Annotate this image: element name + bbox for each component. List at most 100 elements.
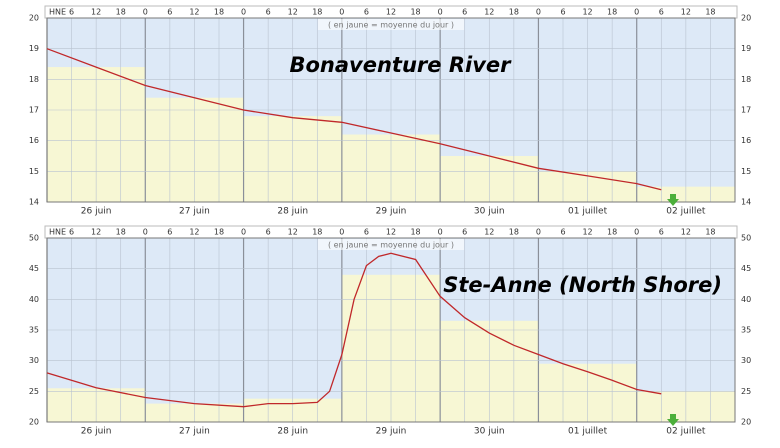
y-tick-label: 17 <box>29 106 39 115</box>
y-tick-label-right: 15 <box>741 167 751 176</box>
hour-tick-label: 12 <box>386 228 396 237</box>
y-tick-label-right: 20 <box>741 418 751 427</box>
hour-tick-label: 12 <box>484 228 494 237</box>
hour-tick-label: 12 <box>681 228 691 237</box>
hour-tick-label: 0 <box>634 8 639 17</box>
annotation-bg <box>318 19 464 30</box>
hour-tick-label: 0 <box>438 8 443 17</box>
hour-tick-label: 18 <box>607 228 617 237</box>
hour-tick-label: 6 <box>69 8 74 17</box>
plot-frame <box>46 237 736 423</box>
y-tick-label: 15 <box>29 167 39 176</box>
hour-tick-label: 0 <box>143 228 148 237</box>
hour-tick-label: 18 <box>705 8 715 17</box>
hour-tick-label: 0 <box>241 8 246 17</box>
day-label: 30 juin <box>474 207 505 217</box>
hour-tick-label: 0 <box>634 228 639 237</box>
y-tick-label-right: 40 <box>741 295 751 304</box>
level-line <box>46 48 662 191</box>
hour-tick-label: 12 <box>386 8 396 17</box>
hour-tick-label: 12 <box>91 228 101 237</box>
y-tick-label-right: 50 <box>741 234 751 243</box>
annotation-bg <box>318 239 464 250</box>
y-tick-label-right: 19 <box>741 44 751 53</box>
y-tick-label: 45 <box>29 264 39 273</box>
hour-tick-label: 6 <box>462 228 467 237</box>
chart-title: Bonaventure River <box>290 53 513 77</box>
plot-frame <box>46 17 736 203</box>
y-tick-label: 20 <box>29 14 39 23</box>
annotation: ( en jaune = moyenne du jour ) <box>328 21 454 30</box>
hour-tick-label: 6 <box>659 8 664 17</box>
hour-tick-label: 6 <box>167 8 172 17</box>
y-tick-label-right: 16 <box>741 136 751 145</box>
hour-tick-label: 6 <box>659 228 664 237</box>
hour-tick-label: 18 <box>705 228 715 237</box>
y-tick-label-right: 45 <box>741 264 751 273</box>
hour-tick-label: 0 <box>536 228 541 237</box>
y-tick-label: 16 <box>29 136 39 145</box>
annotation: ( en jaune = moyenne du jour ) <box>328 241 454 250</box>
day-label: 26 juin <box>81 207 112 217</box>
day-label: 30 juin <box>474 427 505 437</box>
y-tick-label-right: 20 <box>741 14 751 23</box>
hour-tick-label: 6 <box>364 228 369 237</box>
hour-tick-label: 6 <box>167 228 172 237</box>
day-label: 29 juin <box>376 207 407 217</box>
hour-tick-label: 18 <box>312 8 322 17</box>
now-arrow <box>667 194 679 206</box>
y-tick-label-right: 25 <box>741 387 751 396</box>
hour-tick-label: 18 <box>214 8 224 17</box>
hour-tick-label: 12 <box>484 8 494 17</box>
hour-tick-label: 0 <box>536 8 541 17</box>
hour-tick-label: 18 <box>509 8 519 17</box>
y-tick-label: 20 <box>29 418 39 427</box>
y-tick-label: 35 <box>29 326 39 335</box>
hour-tick-label: 12 <box>582 228 592 237</box>
hour-tick-label: 12 <box>189 228 199 237</box>
hour-tick-label: 6 <box>560 8 565 17</box>
y-tick-label-right: 35 <box>741 326 751 335</box>
day-label: 02 juillet <box>666 207 706 217</box>
hour-tick-label: 0 <box>241 228 246 237</box>
y-tick-label: 30 <box>29 356 39 365</box>
hour-tick-label: 12 <box>91 8 101 17</box>
day-label: 27 juin <box>179 427 210 437</box>
hour-tick-label: 18 <box>116 8 126 17</box>
hour-tick-label: 18 <box>607 8 617 17</box>
hour-tick-label: 18 <box>214 228 224 237</box>
day-label: 28 juin <box>277 427 308 437</box>
hour-tick-label: 6 <box>69 228 74 237</box>
hour-tick-label: 0 <box>339 8 344 17</box>
now-arrow <box>667 414 679 426</box>
y-tick-label: 40 <box>29 295 39 304</box>
day-label: 02 juillet <box>666 427 706 437</box>
y-tick-label: 50 <box>29 234 39 243</box>
y-tick-label-right: 14 <box>741 198 751 207</box>
y-tick-label: 14 <box>29 198 39 207</box>
y-tick-label: 25 <box>29 387 39 396</box>
hour-tick-label: 0 <box>438 228 443 237</box>
day-label: 27 juin <box>179 207 210 217</box>
day-label: 26 juin <box>81 427 112 437</box>
hour-tick-label: 12 <box>288 228 298 237</box>
hour-tick-label: 0 <box>339 228 344 237</box>
y-tick-label-right: 17 <box>741 106 751 115</box>
hour-tick-label: 18 <box>509 228 519 237</box>
day-label: 29 juin <box>376 427 407 437</box>
hour-tick-label: HNE <box>49 8 66 17</box>
y-tick-label: 18 <box>29 75 39 84</box>
hour-tick-label: 6 <box>560 228 565 237</box>
hour-tick-label: 18 <box>410 228 420 237</box>
hour-tick-label: 6 <box>266 228 271 237</box>
y-tick-label-right: 18 <box>741 75 751 84</box>
day-label: 28 juin <box>277 207 308 217</box>
level-line <box>46 252 662 408</box>
hour-tick-label: 18 <box>312 228 322 237</box>
day-label: 01 juillet <box>568 427 608 437</box>
hour-tick-label: 12 <box>681 8 691 17</box>
hour-tick-label: 12 <box>582 8 592 17</box>
y-tick-label-right: 30 <box>741 356 751 365</box>
